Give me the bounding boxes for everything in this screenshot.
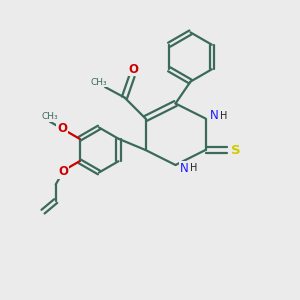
Text: O: O bbox=[58, 165, 68, 178]
Text: CH₃: CH₃ bbox=[42, 112, 58, 121]
Text: N: N bbox=[179, 161, 188, 175]
Text: S: S bbox=[231, 143, 240, 157]
Text: O: O bbox=[57, 122, 67, 135]
Text: H: H bbox=[190, 163, 197, 173]
Text: H: H bbox=[220, 110, 227, 121]
Text: O: O bbox=[128, 63, 138, 76]
Text: CH₃: CH₃ bbox=[91, 78, 107, 87]
Text: N: N bbox=[209, 109, 218, 122]
